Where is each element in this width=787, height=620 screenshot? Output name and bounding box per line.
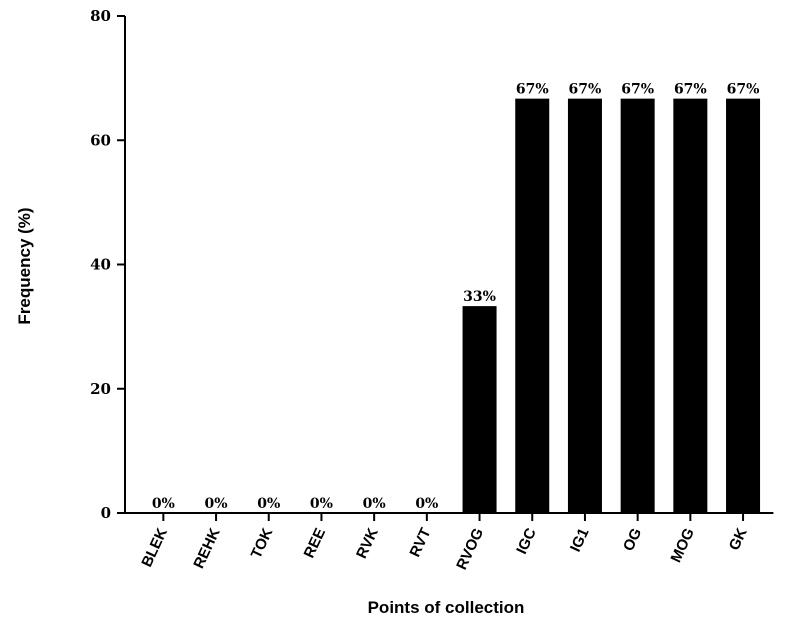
y-tick-label: 40 bbox=[90, 256, 111, 274]
data-label: 33% bbox=[463, 289, 496, 305]
data-label: 67% bbox=[674, 82, 707, 98]
bar bbox=[462, 306, 497, 513]
x-tick-label: REHK bbox=[190, 525, 223, 571]
x-tick-label: RVK bbox=[353, 525, 382, 561]
x-axis-title: Points of collection bbox=[368, 598, 525, 617]
data-label: 0% bbox=[257, 496, 280, 512]
bar bbox=[726, 98, 761, 513]
x-tick-label: IGC bbox=[513, 525, 540, 557]
x-tick-label: OG bbox=[620, 526, 645, 554]
y-tick-label: 20 bbox=[90, 380, 111, 398]
data-labels: 0% 0% 0% 0% 0% 0% 33% 67% 67% 67% 67% 67% bbox=[152, 82, 760, 512]
y-tick-label: 60 bbox=[90, 131, 111, 149]
x-tick-label: RVT bbox=[407, 526, 435, 560]
data-label: 0% bbox=[415, 496, 438, 512]
bar bbox=[515, 98, 550, 513]
y-tick-label: 80 bbox=[90, 7, 111, 25]
x-tick-label: REE bbox=[301, 526, 329, 561]
x-tick-label: GK bbox=[726, 525, 751, 553]
x-tick-label: RVOG bbox=[453, 526, 487, 573]
x-tick-label: BLEK bbox=[138, 525, 171, 569]
x-tick-label: IG1 bbox=[567, 526, 593, 555]
data-label: 67% bbox=[516, 82, 549, 98]
bars bbox=[462, 98, 761, 513]
y-axis-title: Frequency (%) bbox=[15, 207, 34, 324]
bar bbox=[673, 98, 708, 513]
data-label: 0% bbox=[310, 496, 333, 512]
data-label: 0% bbox=[152, 496, 175, 512]
data-label: 67% bbox=[621, 82, 654, 98]
data-label: 0% bbox=[363, 496, 386, 512]
data-label: 0% bbox=[205, 496, 228, 512]
y-ticks: 0 20 40 60 80 bbox=[90, 7, 125, 522]
data-label: 67% bbox=[727, 82, 760, 98]
bar bbox=[567, 98, 602, 513]
x-ticks: BLEK REHK TOK REE RVK RVT RVOG IGC IG1 OG MOG GK bbox=[138, 513, 751, 573]
x-tick-label: MOG bbox=[667, 526, 698, 566]
y-tick-label: 0 bbox=[101, 504, 111, 522]
x-tick-label: TOK bbox=[248, 525, 277, 561]
data-label: 67% bbox=[569, 82, 602, 98]
bar bbox=[620, 98, 655, 513]
